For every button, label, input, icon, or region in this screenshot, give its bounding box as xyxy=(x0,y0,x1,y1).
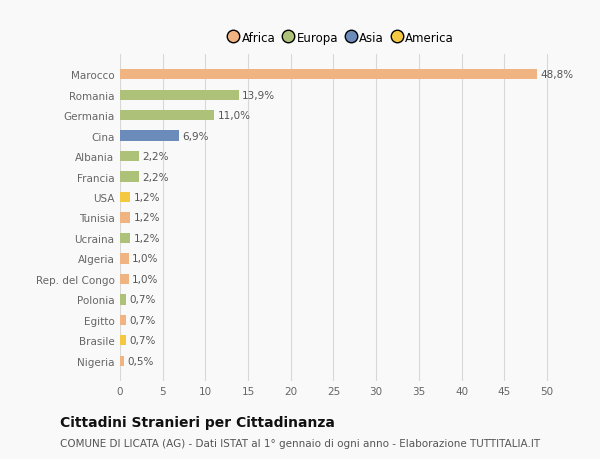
Bar xyxy=(120,90,239,101)
Text: 1,2%: 1,2% xyxy=(134,234,160,243)
Bar xyxy=(120,151,139,162)
Bar xyxy=(120,70,536,80)
Text: 1,0%: 1,0% xyxy=(132,254,158,264)
Text: 2,2%: 2,2% xyxy=(142,172,169,182)
Legend: Africa, Europa, Asia, America: Africa, Europa, Asia, America xyxy=(226,28,458,48)
Bar xyxy=(120,315,126,325)
Text: 13,9%: 13,9% xyxy=(242,90,275,101)
Text: Cittadini Stranieri per Cittadinanza: Cittadini Stranieri per Cittadinanza xyxy=(60,415,335,429)
Text: 1,2%: 1,2% xyxy=(134,193,160,202)
Bar xyxy=(120,233,130,244)
Text: 0,7%: 0,7% xyxy=(130,336,156,346)
Bar xyxy=(120,254,128,264)
Text: 0,7%: 0,7% xyxy=(130,315,156,325)
Bar xyxy=(120,213,130,223)
Text: 6,9%: 6,9% xyxy=(182,131,209,141)
Text: 11,0%: 11,0% xyxy=(217,111,250,121)
Bar xyxy=(120,295,126,305)
Bar xyxy=(120,131,179,141)
Bar xyxy=(120,336,126,346)
Text: 0,5%: 0,5% xyxy=(128,356,154,366)
Text: 0,7%: 0,7% xyxy=(130,295,156,305)
Text: 48,8%: 48,8% xyxy=(540,70,573,80)
Text: 1,2%: 1,2% xyxy=(134,213,160,223)
Text: 1,0%: 1,0% xyxy=(132,274,158,284)
Bar xyxy=(120,172,139,182)
Bar xyxy=(120,274,128,285)
Bar xyxy=(120,356,124,366)
Text: COMUNE DI LICATA (AG) - Dati ISTAT al 1° gennaio di ogni anno - Elaborazione TUT: COMUNE DI LICATA (AG) - Dati ISTAT al 1°… xyxy=(60,438,540,448)
Bar xyxy=(120,192,130,203)
Text: 2,2%: 2,2% xyxy=(142,152,169,162)
Bar xyxy=(120,111,214,121)
